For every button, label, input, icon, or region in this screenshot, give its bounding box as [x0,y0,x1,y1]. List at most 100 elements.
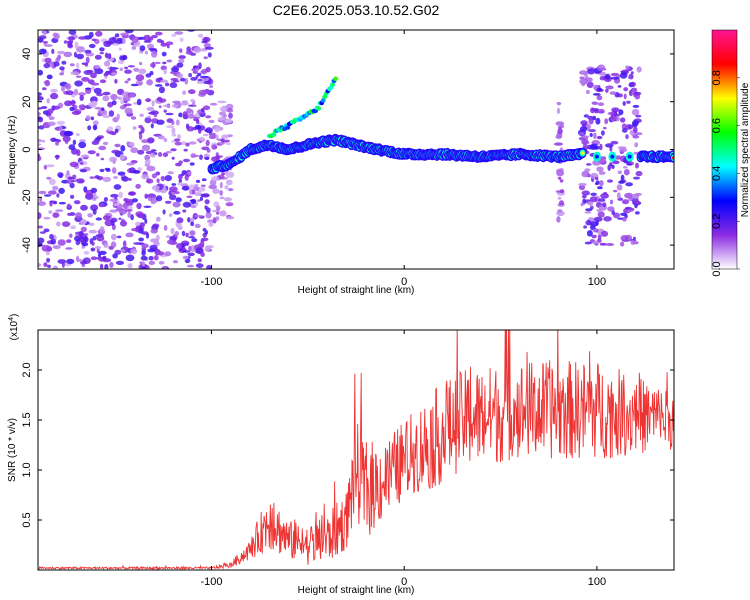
spectrogram-noise-cell [174,31,184,35]
spectrogram-noise-cell [185,142,190,147]
spectrogram-noise-cell [131,36,139,43]
spectrogram-noise-cell [221,172,225,176]
spectrogram-noise-cell [117,96,122,100]
snr-y-tick-label: 1.0 [21,462,33,477]
spectrogram-noise-cell [155,234,160,241]
spectrogram-noise-cell [56,193,60,198]
spectrogram-noise-cell [124,103,132,107]
spectrogram-y-tick-label: -40 [21,237,33,253]
spectrogram-noise-cell [225,216,235,220]
spectrogram-noise-cell [104,264,109,269]
spectrogram-noise-cell [559,168,564,172]
spectrogram-noise-cell [83,251,90,255]
spectrogram-noise-cell [620,235,629,242]
spectrogram-noise-cell [38,212,42,220]
spectrogram-noise-cell [50,89,58,93]
spectrogram-noise-cell [154,61,161,65]
spectrogram-noise-cell [46,176,52,180]
colorbar-tick-label: 0.8 [711,70,723,85]
spectrogram-noise-cell [56,221,61,227]
spectrogram-noise-cell [135,183,141,189]
spectrogram-noise-cell [163,138,168,142]
spectrogram-noise-cell [158,105,162,109]
spectrogram-noise-cell [75,133,80,137]
spectrogram-noise-cell [178,248,183,252]
spectrogram-noise-cell [198,128,202,134]
spectrogram-noise-cell [205,115,212,119]
spectrogram-noise-cell [46,108,54,115]
spectrogram-noise-cell [91,140,100,145]
spectrogram-noise-cell [94,68,104,75]
spectrogram-noise-cell [108,130,115,135]
spectrogram-noise-cell [94,175,100,179]
spectrogram-noise-cell [125,232,134,238]
spectrogram-noise-cell [55,141,60,146]
spectrogram-noise-cell [557,209,563,213]
spectrogram-noise-cell [182,111,188,117]
spectrogram-noise-cell [57,259,67,264]
spectrogram-noise-cell [194,192,203,197]
spectrogram-noise-cell [180,141,187,145]
spectrogram-noise-cell [165,112,174,116]
spectrogram-noise-cell [136,98,142,106]
spectrogram-noise-cell [179,77,186,82]
spectrogram-noise-cell [195,202,199,206]
spectrogram-noise-cell [171,33,177,37]
spectrogram-noise-cell [610,76,620,80]
spectrogram-noise-cell [81,77,90,82]
spectrogram-noise-cell [605,88,609,93]
snr-x-tick-label: -100 [200,576,222,588]
spectrogram-noise-cell [162,209,166,215]
spectrogram-noise-cell [194,214,202,218]
spectrogram-noise-cell [48,210,53,214]
spectrogram-noise-cell [169,186,178,193]
spectrogram-noise-cell [205,139,210,147]
spectrogram-noise-cell [166,59,173,63]
spectrogram-noise-cell [120,32,129,36]
spectrogram-noise-cell [78,104,84,109]
spectrogram-noise-cell [95,30,103,37]
spectrogram-noise-cell [114,249,122,255]
spectrogram-noise-cell [107,101,114,108]
spectrogram-y-axis-label: Frequency (Hz) [7,116,18,185]
spectrogram-noise-cell [144,50,148,55]
spectrogram-noise-cell [592,93,601,96]
spectrogram-noise-cell [197,72,202,77]
spectrogram-noise-cell [181,101,189,106]
spectrogram-noise-cell [600,230,609,237]
spectrogram-noise-cell [225,202,234,207]
spectrogram-noise-cell [127,263,133,269]
spectrogram-noise-cell [633,236,636,240]
spectrogram-noise-cell [587,201,594,206]
spectrogram-noise-cell [620,241,625,247]
spectrogram-signal-core [627,154,632,159]
colorbar-tick-label: 0.6 [711,118,723,133]
spectrogram-harmonic-cell [333,76,339,82]
spectrogram-noise-cell [198,62,202,70]
spectrogram-noise-cell [76,255,80,262]
spectrogram-noise-cell [85,56,90,64]
spectrogram-noise-cell [124,107,133,115]
spectrogram-noise-cell [78,92,86,96]
spectrogram-noise-cell [138,213,144,219]
spectrogram-noise-cell [202,89,211,94]
spectrogram-noise-cell [38,92,42,96]
spectrogram-noise-cell [124,209,133,212]
spectrogram-noise-cell [80,162,84,165]
spectrogram-noise-cell [609,91,617,95]
spectrogram-noise-cell [177,134,181,140]
spectrogram-noise-cell [65,247,73,250]
spectrogram-noise-cell [190,77,198,81]
spectrogram-noise-cell [610,140,619,145]
spectrogram-noise-cell [121,91,131,99]
spectrogram-noise-cell [90,204,99,211]
spectrogram-noise-cell [207,52,212,58]
spectrogram-noise-cell [623,93,627,100]
spectrogram-noise-cell [597,186,603,190]
spectrogram-noise-cell [600,193,609,199]
spectrogram-noise-cell [144,98,152,102]
spectrogram-noise-cell [62,135,71,143]
spectrogram-noise-cell [580,202,584,207]
spectrogram-noise-cell [188,188,192,195]
spectrogram-noise-cell [56,50,66,55]
